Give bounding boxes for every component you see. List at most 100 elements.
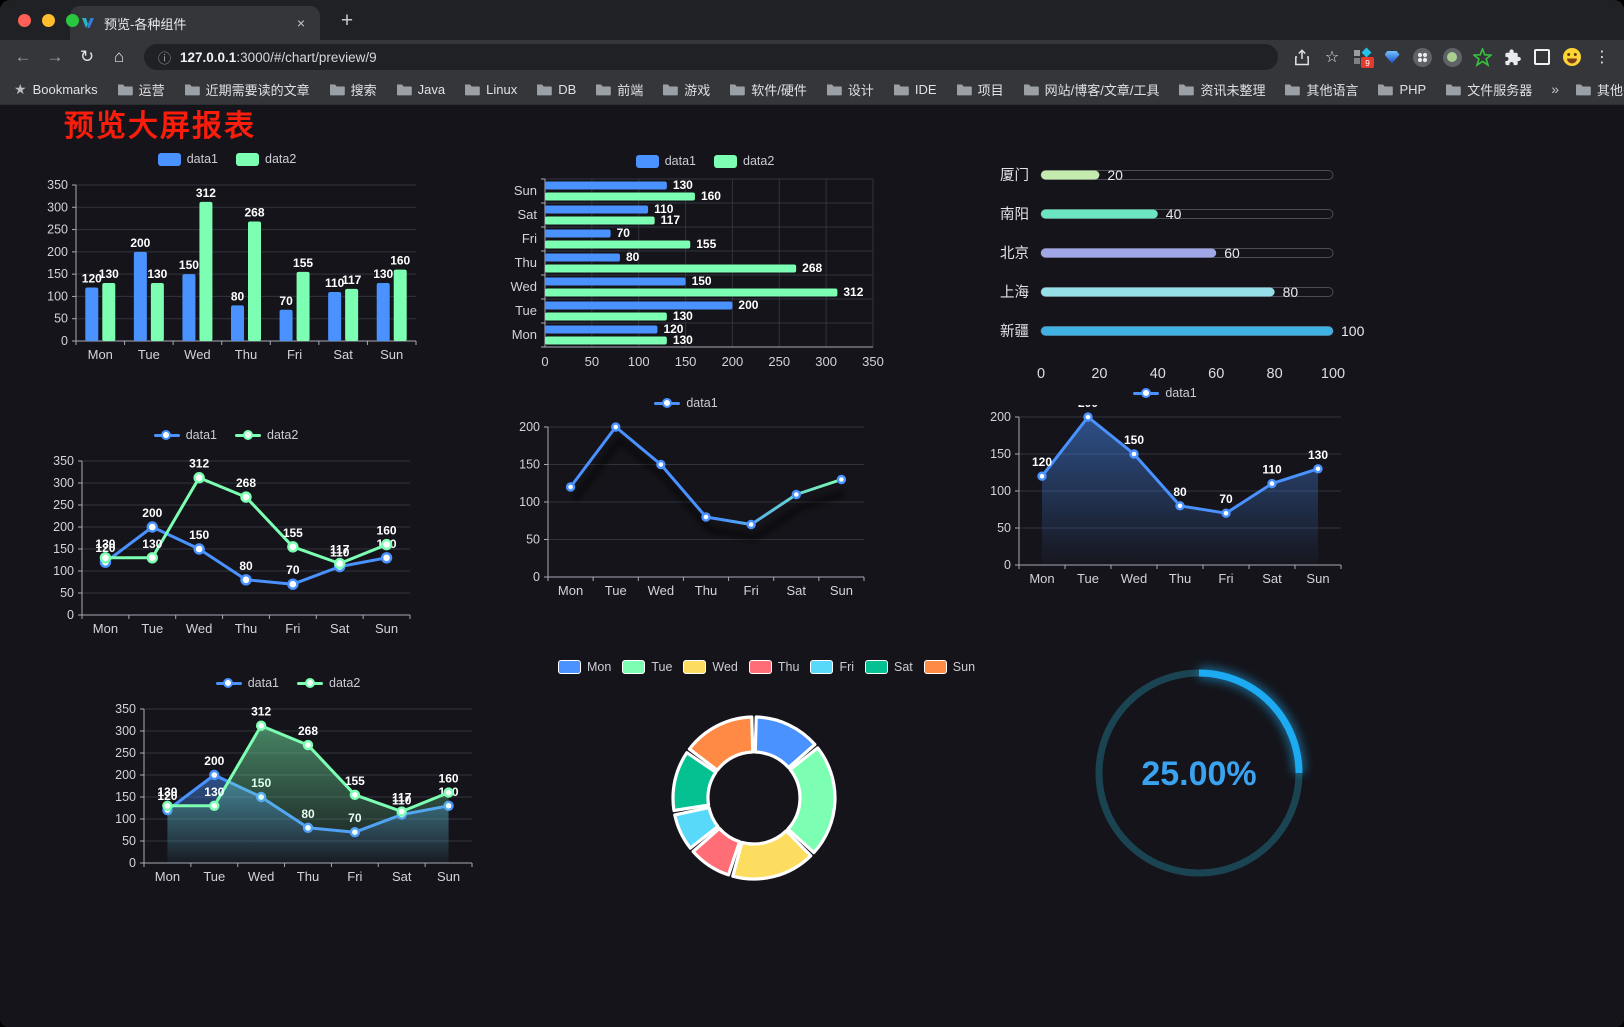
svg-text:0: 0 (67, 608, 74, 622)
legend-item-Sat[interactable]: Sat (865, 660, 913, 674)
window-zoom-button[interactable] (66, 14, 79, 27)
svg-text:155: 155 (696, 237, 716, 251)
bookmark-folder[interactable]: 近期需要读的文章 (184, 80, 310, 99)
back-icon[interactable]: ← (14, 47, 32, 66)
bookmark-star-icon[interactable]: ☆ (1324, 49, 1340, 66)
svg-text:350: 350 (115, 702, 136, 716)
svg-text:120: 120 (1032, 455, 1052, 469)
svg-text:160: 160 (439, 772, 459, 786)
legend-item-data2[interactable]: data2 (235, 428, 298, 442)
window-close-button[interactable] (18, 14, 31, 27)
svg-text:130: 130 (673, 178, 693, 192)
legend-item-Thu[interactable]: Thu (748, 660, 799, 674)
svg-text:120: 120 (82, 272, 102, 286)
legend-item-data1[interactable]: data1 (635, 154, 696, 168)
bookmarks-home[interactable]: ★ Bookmarks (14, 81, 98, 98)
bookmark-folder[interactable]: 其他语言 (1284, 80, 1358, 99)
svg-text:新疆: 新疆 (1000, 323, 1029, 340)
share-icon[interactable] (1290, 45, 1314, 69)
bookmark-folder[interactable]: 设计 (826, 80, 874, 99)
bookmark-folder[interactable]: IDE (893, 82, 937, 97)
legend-marker (235, 429, 261, 441)
legend-item-Mon[interactable]: Mon (558, 660, 611, 674)
svg-text:上海: 上海 (1000, 284, 1029, 301)
legend-label: data2 (329, 676, 361, 690)
legend-item-data2[interactable]: data2 (236, 152, 296, 166)
forward-icon[interactable]: → (46, 47, 64, 66)
bookmark-label: DB (558, 81, 577, 97)
bookmark-folder[interactable]: Linux (464, 82, 517, 97)
new-tab-button[interactable]: + (340, 9, 354, 32)
folder-icon (1178, 83, 1195, 96)
legend-item-data1[interactable]: data1 (157, 152, 218, 166)
bookmark-folder[interactable]: 项目 (956, 80, 1004, 99)
folder-icon (729, 83, 746, 96)
extension-pixel-icon[interactable]: 9 (1350, 45, 1374, 69)
address-bar[interactable]: ⓘ 127.0.0.1:3000/#/chart/preview/9 (144, 44, 1278, 70)
bookmark-folder[interactable]: DB (536, 82, 576, 97)
bookmark-folder[interactable]: 文件服务器 (1445, 80, 1532, 99)
tab-close-icon[interactable]: × (296, 15, 306, 31)
legend-marker (923, 660, 947, 674)
page-info-icon[interactable]: ⓘ (158, 50, 172, 66)
chart-area-two-series: data1 data2 0 50 100 150 200 250 300 350 Mon Tue Wed… (92, 673, 484, 895)
svg-text:20: 20 (1091, 366, 1107, 382)
svg-text:250: 250 (53, 498, 74, 512)
svg-text:Sat: Sat (787, 583, 807, 598)
legend-item-Sun[interactable]: Sun (923, 660, 975, 674)
bookmarks-overflow-chevron[interactable]: » (1551, 81, 1560, 97)
extensions-puzzle-icon[interactable] (1500, 45, 1524, 69)
legend-item-Tue[interactable]: Tue (622, 660, 672, 674)
svg-text:110: 110 (325, 276, 345, 290)
bookmark-folder[interactable]: 前端 (595, 80, 643, 99)
extension-clover-icon[interactable] (1410, 45, 1434, 69)
legend-label: Mon (587, 660, 612, 674)
bookmark-folder[interactable]: Java (396, 82, 445, 97)
legend-item-data1[interactable]: data1 (153, 428, 217, 442)
browser-tab[interactable]: 预览-各种组件 × (70, 6, 320, 40)
svg-text:Tue: Tue (605, 583, 627, 598)
svg-text:Fri: Fri (1218, 571, 1233, 586)
svg-text:0: 0 (1004, 558, 1011, 572)
extension-star-icon[interactable] (1470, 45, 1494, 69)
svg-text:Thu: Thu (235, 621, 257, 636)
legend-item-data1[interactable]: data1 (215, 676, 279, 690)
bookmark-folder[interactable]: PHP (1377, 82, 1426, 97)
svg-text:Fri: Fri (347, 869, 362, 884)
bookmark-folder[interactable]: 软件/硬件 (729, 80, 807, 99)
legend-marker (622, 660, 646, 674)
extension-dot-icon[interactable] (1440, 45, 1464, 69)
legend-label: data2 (265, 152, 297, 166)
bookmark-folder[interactable]: 网站/博客/文章/工具 (1023, 80, 1159, 99)
legend-item-data1[interactable]: data1 (1133, 386, 1197, 400)
area-single-plot: 0 50 100 150 200 Mon Tue Wed Thu Fri Sat Sun 120 200 1… (990, 405, 1342, 586)
home-icon[interactable]: ⌂ (113, 47, 125, 66)
legend-item-data2[interactable]: data2 (297, 676, 360, 690)
extension-gem-icon[interactable] (1380, 45, 1404, 69)
tab-title: 预览-各种组件 (104, 16, 187, 32)
reload-icon[interactable]: ↻ (79, 47, 95, 66)
browser-toolbar: ← → ↻ ⌂ ⓘ 127.0.0.1:3000/#/chart/preview… (0, 40, 1624, 74)
svg-text:50: 50 (997, 521, 1011, 535)
svg-text:200: 200 (990, 410, 1011, 424)
svg-text:110: 110 (654, 202, 674, 216)
legend-item-Fri[interactable]: Fri (810, 660, 854, 674)
legend-item-data1[interactable]: data1 (654, 396, 718, 410)
bookmark-folder[interactable]: 运营 (117, 80, 165, 99)
bookmarks-bar: ★ Bookmarks 运营 近期需要读的文章 搜索 Java Linux DB 前端 游戏 软件/… (0, 74, 1624, 105)
svg-text:20: 20 (1107, 167, 1123, 183)
window-minimize-button[interactable] (42, 14, 55, 27)
browser-menu-icon[interactable]: ⋮ (1594, 49, 1610, 66)
svg-text:50: 50 (526, 533, 540, 547)
donut-plot (671, 715, 837, 881)
extension-emoji-icon[interactable] (1560, 45, 1584, 69)
svg-text:150: 150 (53, 542, 74, 556)
legend-item-data2[interactable]: data2 (714, 154, 774, 168)
other-bookmarks-folder[interactable]: 其他书签 (1575, 80, 1624, 99)
bookmark-folder[interactable]: 搜索 (329, 80, 377, 99)
bookmark-label: 软件/硬件 (751, 82, 807, 98)
extension-square-icon[interactable] (1530, 45, 1554, 69)
legend-item-Wed[interactable]: Wed (683, 660, 738, 674)
bookmark-folder[interactable]: 资讯未整理 (1178, 80, 1265, 99)
bookmark-folder[interactable]: 游戏 (662, 80, 710, 99)
